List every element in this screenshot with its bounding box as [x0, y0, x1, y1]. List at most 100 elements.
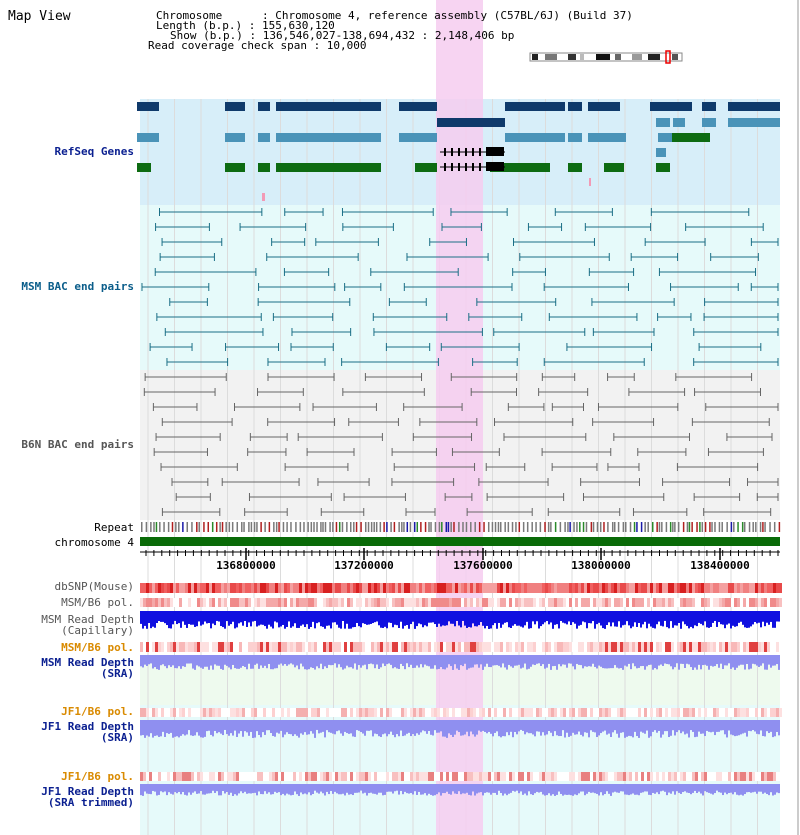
jf1-sra-depth-bar [462, 720, 464, 736]
repeat-element [299, 522, 302, 532]
dbsnp-cell [314, 583, 317, 593]
jf1-trimmed-depth-bar [530, 784, 532, 795]
jf1-sra-depth-bar [736, 720, 738, 736]
dbsnp-cell [710, 583, 713, 593]
msm-sra-depth-bar [756, 655, 758, 666]
msm-pol-cell [224, 598, 227, 607]
msm-sra-depth-bar [712, 655, 714, 667]
jf1-pol2-cell [578, 772, 581, 781]
jf1-pol2-cell [503, 772, 506, 781]
msm-sra-depth-bar [538, 655, 540, 664]
jf1-pol2-cell [512, 772, 515, 781]
repeat-element [636, 522, 638, 532]
dbsnp-cell [509, 583, 512, 593]
msm-sra-depth-bar [368, 655, 370, 665]
jf1-sra-depth-bar [560, 720, 562, 736]
msm-pol2-cell [455, 642, 458, 652]
msm-sra-depth-bar [236, 655, 238, 669]
jf1-trimmed-depth-bar [238, 784, 240, 794]
msm-depth-cap-line1: MSM Read Depth [41, 613, 134, 626]
jf1-trimmed-depth-bar [400, 784, 402, 791]
jf1-trimmed-depth-bar [738, 784, 740, 796]
msm-pol-cell [629, 598, 632, 607]
msm-capillary-depth-bar [644, 611, 646, 622]
msm-sra-depth-bar [692, 655, 694, 670]
jf1-trimmed-depth-bar [322, 784, 324, 794]
jf1-pol2-cell [749, 772, 752, 781]
msm-pol2-cell [221, 642, 224, 652]
msm-capillary-depth-bar [592, 611, 594, 622]
jf1-pol-cell [611, 708, 614, 717]
msm-sra-depth-bar [522, 655, 524, 668]
jf1-pol-cell [317, 708, 320, 717]
jf1-pol2-cell [548, 772, 551, 781]
jf1-pol-cell [704, 708, 707, 717]
msm-sra-depth-bar [294, 655, 296, 668]
jf1-trimmed-depth-bar [594, 784, 596, 794]
dbsnp-cell [323, 583, 326, 593]
jf1-trimmed-depth-bar [204, 784, 206, 795]
label-repeat: Repeat [94, 521, 134, 534]
msm-sra-depth-bar [720, 655, 722, 664]
msm-pol-cell [572, 598, 575, 607]
jf1-trimmed-depth-bar [370, 784, 372, 793]
label-b6n-bac-end-pairs[interactable]: B6N BAC end pairs [21, 438, 134, 451]
msm-sra-depth-bar [542, 655, 544, 665]
msm-capillary-depth-bar [778, 611, 780, 622]
repeat-element [535, 522, 537, 532]
msm-capillary-depth-bar [216, 611, 218, 621]
jf1-pol-cell [674, 708, 677, 717]
gene-exon-tick [451, 148, 453, 156]
repeat-element [778, 522, 781, 532]
repeat-element [398, 522, 400, 532]
jf1-pol2-cell [452, 772, 455, 781]
label-refseq-genes[interactable]: RefSeq Genes [54, 145, 134, 158]
msm-pol2-cell [656, 642, 659, 652]
jf1-sra-depth-bar [188, 720, 190, 731]
jf1-trimmed-depth-bar [142, 784, 144, 796]
msm-pol2-cell [719, 642, 722, 652]
msm-pol-cell [413, 598, 416, 607]
dbsnp-cell [272, 583, 275, 593]
dbsnp-cell [269, 583, 272, 593]
msm-capillary-depth-bar [386, 611, 388, 629]
msm-pol-cell [200, 598, 203, 607]
jf1-trimmed-depth-bar [750, 784, 752, 793]
jf1-sra-depth-bar [388, 720, 390, 735]
jf1-sra-depth-bar [162, 720, 164, 732]
msm-capillary-depth-bar [654, 611, 656, 629]
dbsnp-cell [680, 583, 683, 593]
jf1-sra-depth-bar [654, 720, 656, 731]
jf1-trimmed-depth-bar [348, 784, 350, 795]
msm-capillary-depth-bar [670, 611, 672, 622]
jf1-trimmed-depth-bar [652, 784, 654, 793]
msm-pol-cell [584, 598, 587, 607]
chromosome-ideogram [529, 50, 683, 64]
msm-capillary-depth-bar [140, 611, 142, 624]
msm-capillary-depth-bar [770, 611, 772, 622]
repeat-element [253, 522, 256, 532]
msm-pol-cell [209, 598, 212, 607]
msm-sra-depth-bar [404, 655, 406, 670]
dbsnp-cell [770, 583, 773, 593]
label-msm-bac-end-pairs[interactable]: MSM BAC end pairs [21, 280, 134, 293]
dbsnp-cell [476, 583, 479, 593]
jf1-pol-cell [146, 708, 149, 717]
msm-sra-depth-bar [362, 655, 364, 666]
jf1-sra-depth-bar [274, 720, 276, 737]
jf1-sra-depth-bar [354, 720, 356, 737]
msm-sra-depth-bar [492, 655, 494, 666]
msm-pol-cell [608, 598, 611, 607]
dbsnp-cell [377, 583, 380, 593]
msm-capillary-depth-bar [502, 611, 504, 625]
jf1-trimmed-depth-bar [414, 784, 416, 792]
msm-sra-depth-bar [734, 655, 736, 670]
msm-sra-depth-bar [548, 655, 550, 664]
jf1-sra-depth-bar [262, 720, 264, 733]
msm-sra-depth-bar [748, 655, 750, 670]
gene-block [437, 118, 505, 127]
bac-end-pairs-track [141, 208, 779, 516]
dbsnp-cell [308, 583, 311, 593]
